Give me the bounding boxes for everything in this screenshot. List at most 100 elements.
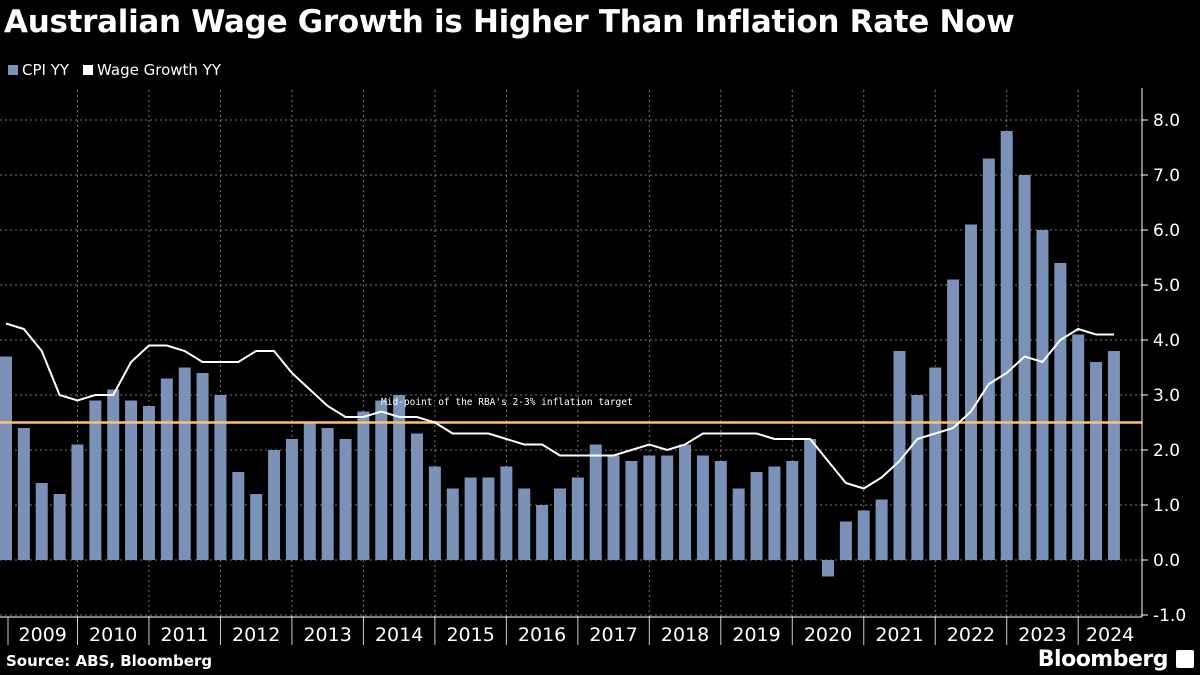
year-label: 2013 [303,624,351,646]
year-label: 2018 [661,624,709,646]
bloomberg-logo: Bloomberg [1037,647,1169,672]
cpi-bar [696,455,709,560]
cpi-bar [428,466,441,560]
annotation-label: Mid-point of the RBA's 2-3% inflation ta… [381,397,633,408]
cpi-bar [482,477,495,560]
cpi-bar [500,466,513,560]
y-tick-label: 0.0 [1153,551,1180,571]
cpi-bar [1090,362,1103,560]
cpi-bar [964,224,977,560]
year-label: 2009 [19,624,67,646]
cpi-bar [947,279,960,560]
cpi-bar [339,439,352,560]
y-tick-label: 1.0 [1153,496,1180,516]
cpi-bar [196,373,209,560]
cpi-bar [536,505,549,560]
year-label: 2023 [1018,624,1066,646]
cpi-bar [89,400,102,560]
cpi-bar [518,488,531,560]
cpi-bar [929,367,942,560]
cpi-bar [71,444,84,560]
cpi-bar [822,560,835,577]
year-label: 2017 [589,624,637,646]
year-label: 2019 [732,624,780,646]
cpi-bar [893,351,906,560]
legend-swatch-cpi [8,65,18,75]
legend: CPI YY Wage Growth YY [8,61,221,79]
legend-item-cpi: CPI YY [8,61,69,79]
cpi-bar [607,455,620,560]
cpi-bar [35,483,48,560]
legend-label-cpi: CPI YY [22,61,70,79]
cpi-bar [357,411,370,560]
year-label: 2015 [446,624,494,646]
cpi-bar [589,444,602,560]
cpi-bar [142,406,155,560]
cpi-bar [750,472,763,560]
cpi-bar [464,477,477,560]
y-tick-label: 7.0 [1153,166,1180,186]
year-label: 2022 [947,624,995,646]
year-label: 2021 [875,624,923,646]
cpi-bar [53,494,66,560]
year-label: 2012 [232,624,280,646]
cpi-bar [625,461,638,560]
cpi-bar [125,400,138,560]
cpi-bar [804,439,817,560]
year-label: 2011 [161,624,209,646]
cpi-bar [857,510,870,560]
y-tick-label: 5.0 [1153,276,1180,296]
cpi-bar [1000,131,1013,560]
source-note: Source: ABS, Bloomberg [6,652,213,670]
cpi-bar [911,395,924,560]
legend-swatch-wage [83,65,94,75]
cpi-bar [393,395,406,560]
y-tick-label: 6.0 [1153,221,1180,241]
cpi-bar [178,367,191,560]
cpi-bar [875,499,888,560]
cpi-bar [661,455,674,560]
cpi-bar [571,477,584,560]
year-label: 2024 [1086,624,1134,646]
y-tick-label: 2.0 [1153,441,1180,461]
legend-label-wage: Wage Growth YY [97,61,222,79]
cpi-bar [17,428,30,560]
chart-title: Australian Wage Growth is Higher Than In… [4,4,1015,40]
cpi-bar [285,439,298,560]
cpi-bar [1018,175,1031,560]
y-tick-label: -1.0 [1153,606,1186,626]
cpi-bar [714,461,727,560]
cpi-bar [1072,334,1085,560]
cpi-bar [232,472,245,560]
cpi-bar [1054,263,1067,560]
cpi-bar [0,356,12,560]
wage-growth-line [5,322,1114,490]
cpi-bar [250,494,263,560]
cpi-bar [553,488,566,560]
cpi-bar [732,488,745,560]
cpi-bar [375,400,388,560]
cpi-bar [679,444,692,560]
year-label: 2014 [375,624,423,646]
cpi-bar [303,422,316,560]
year-label: 2010 [89,624,137,646]
cpi-bar [982,158,995,560]
cpi-bar [160,378,173,560]
cpi-bar [321,428,334,560]
cpi-bar [446,488,459,560]
cpi-bar [643,455,656,560]
cpi-bar [411,433,424,560]
cpi-bar [1036,230,1049,560]
cpi-bar [1107,351,1120,560]
cpi-bar [786,461,799,560]
cpi-bar [268,450,281,560]
cpi-bar [214,395,227,560]
y-tick-label: 3.0 [1153,386,1180,406]
cpi-bar [107,389,120,560]
year-label: 2020 [804,624,852,646]
legend-item-wage: Wage Growth YY [83,61,221,79]
bloomberg-chart-icon [1176,650,1194,668]
year-label: 2016 [518,624,566,646]
cpi-bar [839,521,852,560]
